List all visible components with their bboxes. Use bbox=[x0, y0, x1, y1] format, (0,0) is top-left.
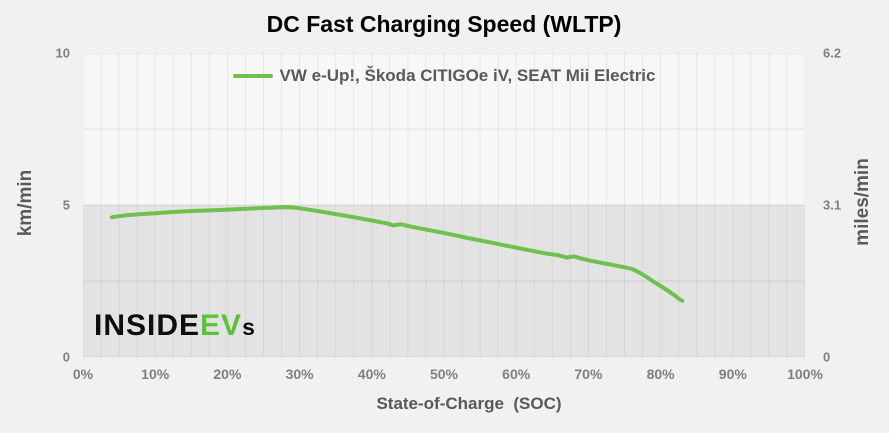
legend-label: VW e-Up!, Škoda CITIGOe iV, SEAT Mii Ele… bbox=[279, 66, 656, 85]
plot-svg bbox=[83, 53, 805, 357]
x-tick-label: 20% bbox=[213, 366, 242, 382]
series-line bbox=[109, 205, 685, 303]
legend-line-swatch bbox=[232, 74, 273, 78]
y-tick-left-label: 10 bbox=[55, 45, 70, 61]
x-tick-label: 100% bbox=[787, 366, 823, 382]
x-tick-label: 40% bbox=[357, 366, 386, 382]
y-tick-right-label: 6.2 bbox=[823, 45, 842, 61]
plot-area: VW e-Up!, Škoda CITIGOe iV, SEAT Mii Ele… bbox=[83, 53, 805, 357]
shaded-band bbox=[83, 205, 805, 357]
insideevs-watermark-logo: INSIDEEVs bbox=[94, 311, 255, 341]
watermark-text-s: s bbox=[242, 314, 256, 340]
y-axis-title-right: miles/min bbox=[852, 158, 873, 246]
x-tick-label: 80% bbox=[646, 366, 675, 382]
y-tick-left-label: 5 bbox=[62, 197, 70, 213]
x-tick-label: 30% bbox=[285, 366, 314, 382]
y-tick-left-label: 0 bbox=[62, 349, 70, 365]
legend: VW e-Up!, Škoda CITIGOe iV, SEAT Mii Ele… bbox=[83, 66, 805, 86]
chart-title: DC Fast Charging Speed (WLTP) bbox=[266, 11, 622, 37]
watermark-text-ev: EV bbox=[200, 309, 243, 342]
gridlines bbox=[83, 53, 805, 357]
x-tick-label: 90% bbox=[718, 366, 747, 382]
y-axis-title-left: km/min bbox=[15, 169, 36, 237]
x-tick-label: 0% bbox=[72, 366, 94, 382]
x-axis-title: State-of-Charge (SOC) bbox=[376, 394, 562, 413]
x-tick-label: 60% bbox=[502, 366, 531, 382]
watermark-text-inside: INSIDE bbox=[94, 309, 201, 342]
x-tick-label: 10% bbox=[141, 366, 170, 382]
x-tick-label: 70% bbox=[574, 366, 603, 382]
y-tick-right-label: 0 bbox=[823, 349, 831, 365]
x-tick-label: 50% bbox=[429, 366, 459, 382]
y-tick-right-label: 3.1 bbox=[823, 197, 842, 213]
